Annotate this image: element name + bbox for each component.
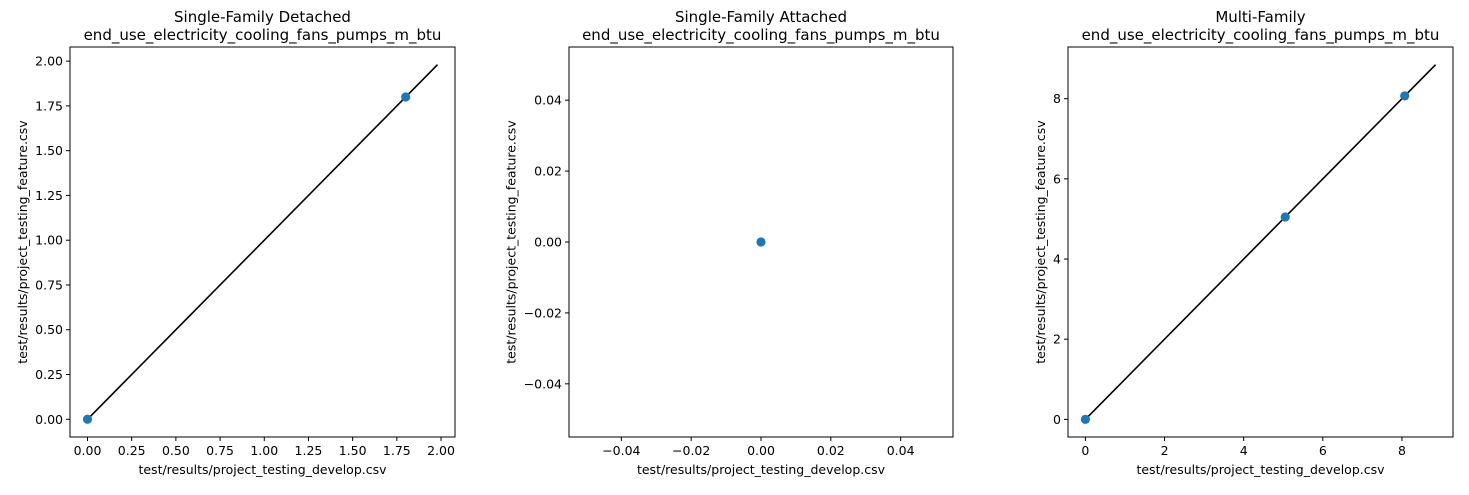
chart-subtitle: end_use_electricity_cooling_fans_pumps_m…: [582, 26, 940, 45]
y-tick-label: 0.50: [35, 322, 63, 337]
y-tick-label: −0.02: [524, 305, 562, 320]
y-tick-label: 2: [1053, 332, 1061, 347]
identity-line: [1084, 64, 1437, 420]
x-tick-label: −0.02: [672, 443, 710, 458]
x-tick-label: 1.50: [339, 443, 367, 458]
axes-frame: [69, 46, 456, 438]
x-tick-label: 6: [1319, 443, 1327, 458]
x-tick-label: 1.25: [295, 443, 323, 458]
x-axis-label: test/results/project_testing_develop.csv: [1136, 462, 1385, 477]
y-tick-label: 0.00: [534, 235, 562, 250]
x-tick-label: 0.00: [747, 443, 775, 458]
chart-title: Multi-Family: [1215, 8, 1305, 26]
data-point-0: [82, 414, 93, 424]
identity-line: [86, 64, 439, 420]
y-tick-label: 0.04: [534, 93, 562, 108]
chart-title: Single-Family Detached: [174, 8, 351, 26]
x-tick-label: 0: [1081, 443, 1089, 458]
panel-multi-family: Multi-Familyend_use_electricity_cooling_…: [1033, 8, 1454, 477]
x-tick-label: 0.75: [206, 443, 234, 458]
x-tick-label: 8: [1398, 443, 1406, 458]
axes-frame: [1067, 46, 1454, 438]
x-tick-label: 0.02: [817, 443, 845, 458]
y-tick-label: −0.04: [524, 376, 562, 391]
x-tick-label: 0.00: [74, 443, 102, 458]
x-tick-label: 1.00: [250, 443, 278, 458]
x-tick-label: 0.50: [162, 443, 190, 458]
y-axis-label: test/results/project_testing_feature.csv: [15, 120, 30, 364]
data-point-0: [756, 237, 766, 247]
y-tick-label: 1.50: [35, 143, 63, 158]
panel-single-family-detached: Single-Family Detachedend_use_electricit…: [15, 8, 456, 477]
data-point-2: [1400, 91, 1410, 101]
x-axis-label: test/results/project_testing_develop.csv: [637, 462, 886, 477]
x-tick-label: 2: [1161, 443, 1169, 458]
chart-subtitle: end_use_electricity_cooling_fans_pumps_m…: [1082, 26, 1440, 45]
y-tick-label: 0.02: [534, 164, 562, 179]
y-tick-label: 1.75: [35, 98, 63, 113]
x-tick-label: 0.25: [118, 443, 146, 458]
y-tick-label: 0.25: [35, 367, 63, 382]
x-axis-label: test/results/project_testing_develop.csv: [138, 462, 387, 477]
y-tick-label: 6: [1053, 171, 1061, 186]
y-tick-label: 0.75: [35, 277, 63, 292]
y-tick-label: 0: [1053, 412, 1061, 427]
x-tick-label: 2.00: [427, 443, 455, 458]
y-tick-label: 1.25: [35, 188, 63, 203]
y-tick-label: 4: [1053, 252, 1061, 267]
x-tick-label: 0.04: [887, 443, 915, 458]
data-point-1: [1280, 212, 1290, 222]
y-axis-label: test/results/project_testing_feature.csv: [504, 120, 519, 364]
data-point-1: [401, 92, 411, 102]
chart-subtitle: end_use_electricity_cooling_fans_pumps_m…: [84, 26, 442, 45]
x-tick-label: 4: [1240, 443, 1248, 458]
y-tick-label: 1.00: [35, 233, 63, 248]
x-tick-label: −0.04: [602, 443, 640, 458]
panel-single-family-attached: Single-Family Attachedend_use_electricit…: [504, 8, 954, 477]
y-axis-label: test/results/project_testing_feature.csv: [1033, 120, 1048, 364]
y-tick-label: 2.00: [35, 54, 63, 69]
y-tick-label: 0.00: [35, 412, 63, 427]
x-tick-label: 1.75: [383, 443, 411, 458]
chart-title: Single-Family Attached: [675, 8, 847, 26]
data-point-0: [1080, 414, 1091, 424]
y-tick-label: 8: [1053, 91, 1061, 106]
